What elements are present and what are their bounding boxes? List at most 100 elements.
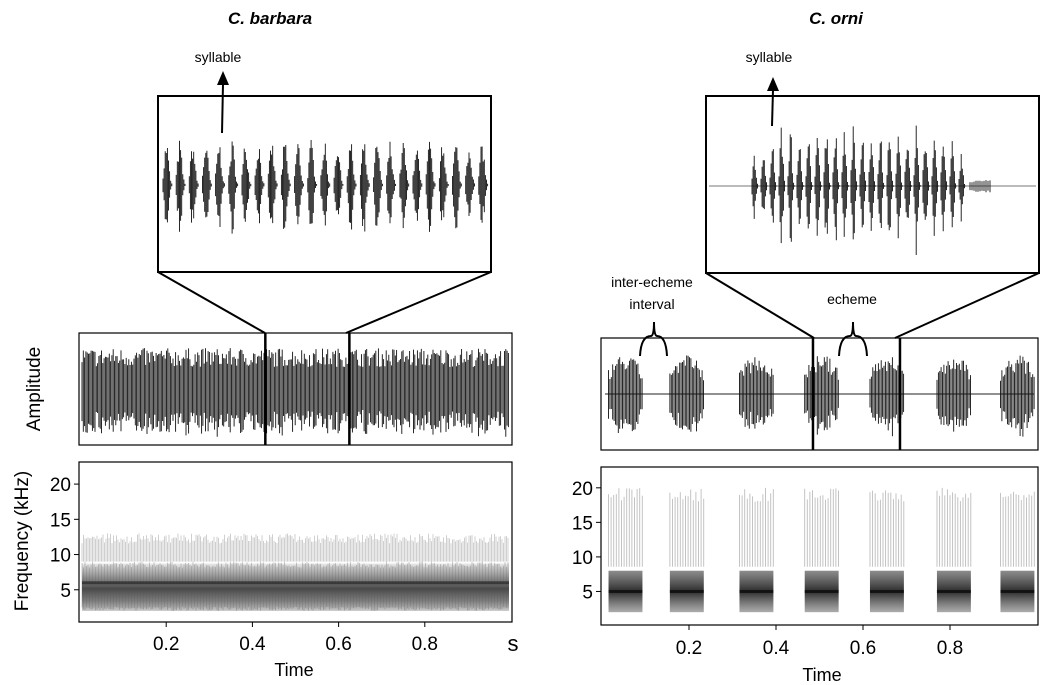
- syllable-burst: [188, 151, 199, 223]
- syllable-burst: [162, 148, 173, 223]
- echeme-high-harmonics: [936, 487, 972, 567]
- syllable-burst: [307, 140, 318, 224]
- y-tick-label: 10: [50, 546, 71, 567]
- syllable-burst: [958, 154, 967, 222]
- syllable-burst: [478, 146, 489, 223]
- x-tick-label: 0.8: [412, 634, 438, 655]
- syllable-burst: [913, 125, 922, 255]
- frequency-ticks: 5 10 15 20: [50, 475, 79, 602]
- spectrogram: [81, 533, 509, 611]
- syllable-label: syllable: [195, 49, 242, 65]
- syllable-burst: [452, 147, 462, 229]
- x-tick-label: 0.2: [153, 634, 179, 655]
- syllable-burst: [294, 144, 304, 225]
- zoom-connector-right: [345, 271, 492, 334]
- chart-title: C. barbara: [228, 9, 312, 28]
- zoom-connector-right: [894, 272, 1040, 339]
- echeme-brace: [838, 321, 868, 357]
- echeme-high-harmonics: [869, 490, 905, 567]
- zoom-waveform-panel: [162, 140, 489, 234]
- y-tick-label: 10: [572, 548, 593, 569]
- time-axis-label: Time: [802, 665, 841, 685]
- syllable-burst: [465, 152, 475, 216]
- syllable-burst: [202, 150, 212, 218]
- syllable-burst: [814, 138, 823, 236]
- time-unit: s: [508, 631, 519, 656]
- spectrogram-panel-frame: [600, 466, 1039, 626]
- syllable-burst: [886, 142, 895, 231]
- echeme-high-harmonics: [669, 489, 705, 567]
- syllable-burst: [412, 150, 423, 221]
- syllable-burst: [751, 155, 760, 219]
- syllable-burst: [895, 136, 904, 239]
- syllable-burst: [796, 149, 805, 224]
- syllable-burst: [399, 143, 410, 229]
- syllable-label: syllable: [746, 49, 793, 65]
- echeme-burst: [669, 355, 704, 432]
- syllable-burst: [386, 141, 396, 224]
- echeme-high-harmonics: [1000, 491, 1035, 567]
- syllable-burst: [859, 142, 868, 228]
- time-axis-label: Time: [274, 660, 313, 680]
- syllable-burst: [841, 132, 850, 237]
- time-ticks: 0.2 0.4 0.6 0.8: [153, 622, 438, 655]
- syllable-burst: [425, 141, 436, 232]
- syllable-burst: [850, 126, 859, 240]
- echeme-burst: [869, 357, 905, 437]
- orni-figure: C. orni syllable inter-echeme interval e…: [572, 9, 1040, 685]
- syllable-arrowhead: [767, 77, 779, 91]
- spectrogram-faint-band: [81, 533, 509, 562]
- zoom-connector-left: [705, 272, 815, 339]
- syllable-burst: [778, 127, 787, 244]
- y-tick-label: 5: [582, 582, 593, 603]
- syllable-arrow-line: [221, 83, 224, 134]
- syllable-burst: [904, 149, 913, 218]
- x-tick-label: 0.6: [325, 634, 351, 655]
- syllable-burst: [931, 140, 940, 236]
- barbara-figure: C. barbara syllable Amplitude Frequency …: [12, 9, 519, 680]
- syllable-burst: [922, 151, 931, 220]
- inter-echeme-interval-label-line2: interval: [629, 296, 674, 312]
- spectrogram: [608, 487, 1035, 613]
- syllable-burst: [949, 141, 958, 228]
- x-tick-label: 0.4: [239, 634, 266, 655]
- syllable-burst: [940, 146, 949, 232]
- syllable-burst: [823, 139, 832, 234]
- syllable-burst: [333, 156, 344, 215]
- syllable-burst: [267, 145, 278, 224]
- amplitude-panel-frame: [600, 337, 1039, 451]
- syllable-burst: [868, 143, 877, 231]
- syllable-burst: [215, 147, 225, 227]
- syllable-burst: [438, 147, 449, 221]
- y-tick-label: 15: [572, 513, 593, 534]
- y-tick-label: 20: [572, 479, 593, 500]
- chart-title: C. orni: [809, 9, 864, 28]
- syllable-burst: [805, 144, 814, 229]
- x-tick-label: 0.2: [676, 638, 702, 659]
- y-tick-label: 15: [50, 510, 71, 531]
- y-tick-label: 5: [60, 581, 71, 602]
- syllable-burst: [769, 149, 778, 223]
- inter-echeme-interval-brace: [639, 321, 668, 357]
- y-tick-label: 20: [50, 475, 71, 496]
- echeme-burst: [608, 357, 643, 433]
- zoom-waveform-panel: [709, 125, 1036, 255]
- frequency-ticks: 5 10 15 20: [572, 479, 601, 603]
- amplitude-waveform: [81, 348, 509, 437]
- zoom-panel-frame: [705, 95, 1040, 274]
- syllable-burst: [760, 160, 769, 210]
- frequency-axis-label: Frequency (kHz): [12, 471, 33, 611]
- amplitude-waveform: [605, 355, 1035, 437]
- syllable-burst: [175, 140, 186, 232]
- time-ticks: 0.2 0.4 0.6 0.8: [676, 625, 963, 659]
- spectrogram-texture: [81, 561, 509, 611]
- amplitude-axis-label: Amplitude: [24, 347, 45, 432]
- echeme-high-harmonics: [739, 487, 774, 567]
- x-tick-label: 0.6: [850, 638, 876, 659]
- syllable-burst: [320, 143, 331, 226]
- zoom-connector-left: [157, 271, 266, 334]
- amplitude-panel-frame: [78, 332, 513, 446]
- syllable-burst: [241, 148, 252, 222]
- syllable-burst: [832, 138, 841, 241]
